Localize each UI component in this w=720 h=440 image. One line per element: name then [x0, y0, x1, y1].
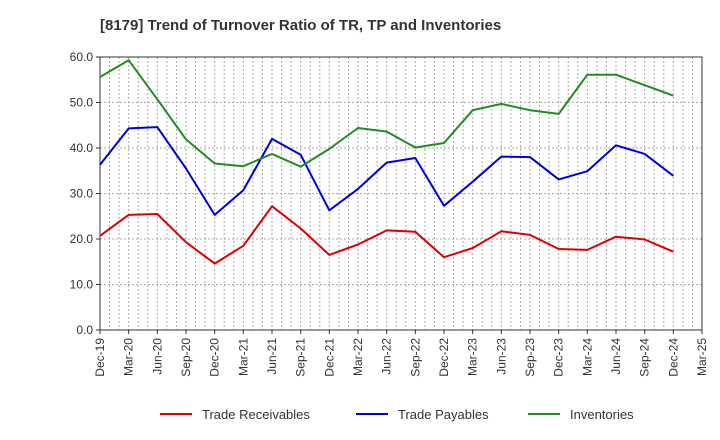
x-tick-label: Mar-20 [122, 338, 136, 376]
y-tick-label: 60.0 [70, 50, 94, 64]
x-tick-label: Mar-25 [695, 338, 709, 376]
x-tick-label: Sep-23 [523, 338, 537, 377]
series-line-trade-payables [99, 126, 674, 216]
y-tick-label: 50.0 [70, 96, 94, 110]
x-tick-label: Sep-22 [408, 338, 422, 377]
x-axis: Dec-19 Mar-20 Jun-20 Sep-20 Dec-20 Mar-21 Jun-… [93, 330, 709, 377]
x-tick-label: Dec-24 [666, 338, 680, 377]
x-tick-label: Mar-24 [580, 338, 594, 376]
x-tick-label: Dec-22 [437, 338, 451, 377]
series-line-trade-receivables [99, 205, 674, 265]
x-tick-label: Jun-23 [494, 338, 508, 375]
x-tick-label: Jun-24 [609, 338, 623, 375]
series-group [99, 59, 674, 265]
x-tick-label: Dec-20 [208, 338, 222, 377]
x-tick-label: Jun-21 [265, 338, 279, 375]
y-tick-label: 0.0 [76, 323, 93, 337]
x-tick-label: Sep-24 [638, 338, 652, 377]
legend: Trade Receivables Trade Payables Inventori… [160, 407, 634, 422]
y-tick-label: 10.0 [70, 278, 94, 292]
x-tick-label: Mar-22 [351, 338, 365, 376]
y-tick-label: 20.0 [70, 232, 94, 246]
x-tick-label: Jun-20 [150, 338, 164, 375]
x-tick-label: Jun-22 [380, 338, 394, 375]
legend-label: Inventories [570, 407, 634, 422]
y-tick-label: 30.0 [70, 187, 94, 201]
x-tick-label: Mar-21 [236, 338, 250, 376]
series-line-inventories [99, 59, 674, 168]
legend-label: Trade Receivables [202, 407, 310, 422]
x-tick-label: Mar-23 [466, 338, 480, 376]
chart-title: [8179] Trend of Turnover Ratio of TR, TP… [100, 17, 501, 34]
y-axis: 0.0 10.0 20.0 30.0 40.0 50.0 60.0 [70, 50, 100, 337]
x-tick-label: Dec-23 [552, 338, 566, 377]
x-tick-label: Sep-20 [179, 338, 193, 377]
x-tick-label: Sep-21 [294, 338, 308, 377]
y-tick-label: 40.0 [70, 141, 94, 155]
legend-label: Trade Payables [398, 407, 489, 422]
grid [99, 56, 703, 331]
x-tick-label: Dec-19 [93, 338, 107, 377]
x-tick-label: Dec-21 [322, 338, 336, 377]
